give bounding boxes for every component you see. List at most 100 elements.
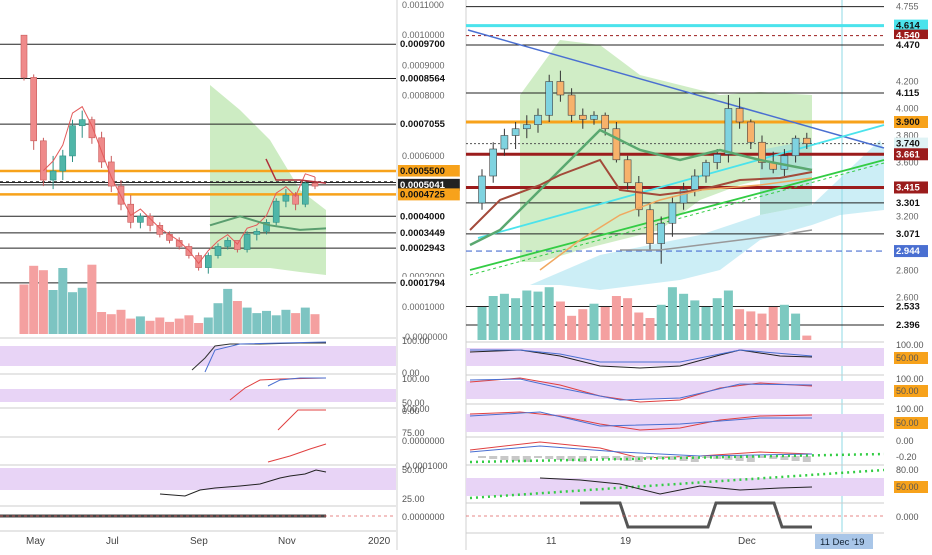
right-sub-tick: 50.00 (896, 418, 919, 428)
right-sub-tick: 100.00 (896, 404, 924, 414)
left-ma-line (43, 105, 316, 265)
right-macd-signal (469, 445, 813, 457)
right-candle (758, 141, 766, 163)
right-volume-bar (611, 296, 621, 340)
left-panel-band (0, 346, 396, 366)
right-level-label: 3.415 (896, 182, 920, 193)
right-volume-bar (779, 304, 789, 340)
left-sub-tick: 25.00 (402, 494, 425, 504)
left-volume-bar (135, 316, 145, 334)
right-candle (679, 189, 688, 204)
left-price-tick: 0.0008000 (402, 91, 445, 101)
right-macd-hist (534, 456, 542, 458)
left-sub-tick: 0.00 (402, 406, 420, 416)
right-x-label: Dec (738, 536, 756, 547)
right-macd-hist (690, 456, 699, 462)
left-adx-line (159, 469, 327, 497)
right-price-tick: 3.600 (896, 158, 919, 168)
right-candle (724, 108, 733, 155)
right-volume-bar (791, 313, 801, 340)
left-tenkan-line (265, 158, 327, 184)
right-sub-tick-box (894, 481, 928, 493)
left-candle (263, 222, 270, 232)
left-volume-bar (38, 270, 48, 334)
right-volume-bar (567, 315, 577, 340)
right-macd-hist (489, 456, 498, 459)
left-level-label: 0.0004725 (400, 189, 446, 200)
right-candle (690, 175, 699, 190)
right-level-label-box (894, 319, 928, 332)
right-macd-hist (500, 456, 509, 460)
right-macd-hist (769, 456, 778, 459)
right-cloud-blue (530, 140, 884, 290)
left-level-label-box (398, 188, 460, 201)
right-level-label: 2.396 (896, 320, 920, 331)
right-volume-bar (511, 298, 521, 340)
right-volume-bar (757, 313, 767, 340)
left-volume-bar (68, 292, 77, 334)
left-volume-bar (252, 313, 262, 334)
right-x-label: 19 (620, 536, 632, 547)
right-macd-hist (668, 456, 677, 460)
right-level-label-box (894, 227, 928, 240)
left-candle (88, 119, 96, 139)
left-candle (253, 231, 261, 235)
left-volume-bar (87, 264, 97, 334)
right-volume-bar (477, 307, 487, 340)
right-macd-hist (791, 456, 800, 461)
right-sub-tick-box (894, 385, 928, 397)
right-level-label: 4.540 (896, 31, 920, 42)
right-volume-bar (712, 298, 722, 340)
left-sub-tick: 0.0000000 (402, 512, 445, 522)
right-macd-hist (511, 456, 520, 461)
right-candle (534, 114, 542, 125)
left-x-label: Nov (278, 536, 296, 547)
right-level-label-box (894, 300, 928, 313)
right-candle (746, 121, 755, 143)
left-level-label-box (398, 276, 460, 289)
left-volume-bar (223, 288, 233, 334)
right-candle (590, 114, 598, 120)
left-price-tick: 0.0011000 (402, 0, 444, 10)
right-candle (791, 137, 800, 157)
left-volume-bar (184, 315, 194, 334)
left-candle (205, 255, 212, 268)
left-level-label-box (398, 165, 460, 178)
right-macd-hist (679, 456, 688, 461)
left-volume-bar (77, 287, 87, 334)
left-volume-bar (116, 309, 126, 334)
right-level-label-box (894, 196, 928, 209)
right-x-highlight-box (815, 534, 873, 549)
left-volume-bar (97, 312, 107, 334)
right-candle (668, 202, 677, 224)
right-macd-hist (601, 456, 610, 459)
left-candle (301, 182, 309, 205)
left-candle (137, 215, 144, 223)
right-level-label: 2.944 (896, 246, 920, 257)
right-cyan-trendline (477, 124, 885, 239)
right-panel-band (466, 348, 884, 366)
right-adx-line (539, 477, 813, 495)
left-level-label: 0.0001794 (400, 278, 446, 289)
right-level-label: 3.301 (896, 198, 920, 209)
right-candle (802, 137, 811, 144)
right-green-trendline (469, 159, 885, 271)
left-volume-bar (194, 323, 204, 334)
right-macd-hist (735, 456, 744, 461)
left-candle (272, 200, 280, 223)
right-volume-bar (634, 312, 644, 340)
right-volume-bar (679, 293, 689, 340)
right-volume-bar (623, 298, 633, 340)
left-level-label-box (398, 72, 460, 85)
right-volume-bar (600, 307, 610, 340)
right-candle (489, 148, 498, 177)
right-osc-line (469, 411, 813, 431)
left-volume-bar (262, 310, 271, 334)
right-candle (713, 154, 722, 163)
left-volume-bar (155, 317, 165, 334)
left-volume-bar (29, 265, 39, 334)
right-candle (511, 128, 520, 136)
left-candle (98, 137, 105, 163)
